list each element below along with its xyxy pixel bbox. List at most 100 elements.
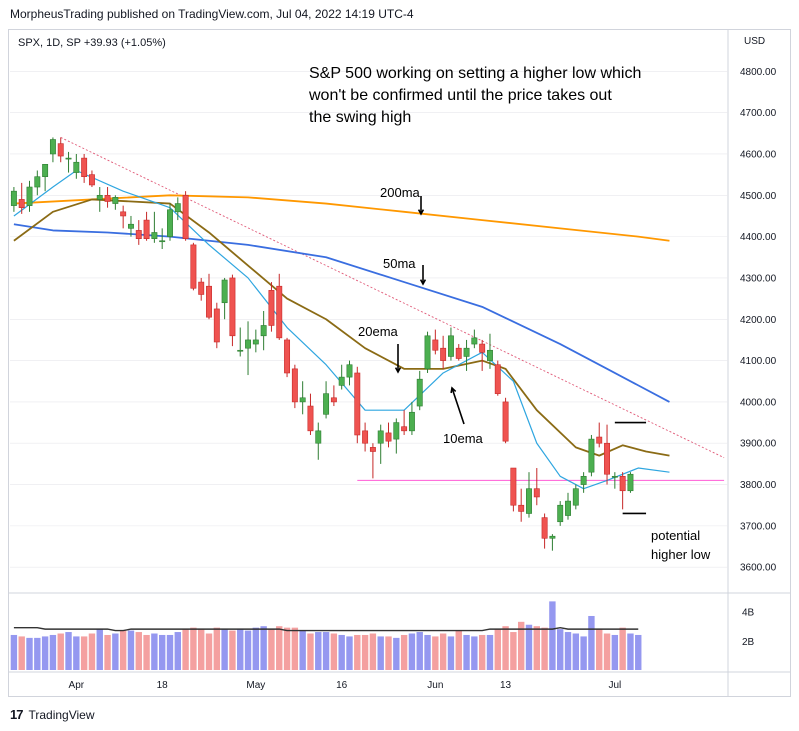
candle-body: [229, 277, 236, 337]
tradingview-logo-icon[interactable]: 17: [10, 707, 24, 722]
candle-body: [221, 279, 228, 304]
candle-body: [627, 473, 634, 492]
y-tick-label: 4100.00: [740, 356, 777, 367]
candle-body: [284, 339, 291, 374]
volume-bar: [229, 630, 236, 670]
candle-body: [34, 176, 41, 188]
y-tick-label: 4700.00: [740, 108, 777, 119]
candle-body: [619, 475, 626, 492]
candle-body: [338, 376, 345, 386]
y-tick-label: 4400.00: [740, 232, 777, 243]
volume-bar: [166, 634, 174, 670]
volume-bar: [463, 634, 470, 670]
volume-bar: [564, 632, 572, 670]
volume-bar: [533, 626, 540, 670]
x-tick-label: Jul: [608, 680, 621, 691]
candle-body: [447, 335, 454, 357]
candle-body: [440, 347, 447, 361]
candle-body: [354, 372, 361, 436]
y-tick-label: 4500.00: [740, 191, 777, 202]
volume-bar: [57, 633, 64, 670]
volume-bar: [96, 629, 103, 670]
volume-bar: [517, 621, 525, 670]
candle-body: [315, 430, 322, 444]
candle-body: [502, 401, 509, 442]
candle-body: [346, 364, 353, 378]
ma-line-10ema: [13, 169, 670, 490]
annotation-higher-low: higher low: [651, 547, 711, 562]
volume-bar: [198, 629, 205, 670]
candle-body: [42, 164, 49, 177]
volume-bar: [268, 629, 275, 670]
candle-body: [518, 504, 525, 512]
candle-body: [432, 339, 439, 351]
x-tick-label: Jun: [427, 680, 443, 691]
volume-bar: [330, 633, 338, 670]
volume-bar: [73, 636, 80, 670]
y-tick-label: 4300.00: [740, 273, 777, 284]
candle-body: [455, 347, 462, 359]
candle-body: [260, 325, 267, 337]
candle-body: [213, 308, 220, 343]
arrow-20ema-head: [394, 367, 402, 374]
volume-bar: [182, 629, 189, 670]
volume-bar: [635, 634, 642, 670]
y-tick-label: 4000.00: [740, 397, 777, 408]
arrow-10ema-head: [450, 386, 457, 394]
candle-body: [307, 405, 314, 432]
volume-bar: [369, 633, 377, 670]
volume-bar: [510, 632, 517, 670]
volume-bar: [322, 632, 330, 670]
volume-bar: [315, 632, 322, 670]
x-tick-label: 13: [500, 680, 512, 691]
candle-body: [557, 504, 564, 523]
volume-bar: [26, 637, 33, 670]
volume-bar: [18, 636, 25, 670]
candle-body: [526, 488, 532, 514]
candle-body: [206, 285, 212, 318]
volume-bar: [424, 634, 431, 670]
volume-bar: [549, 601, 556, 670]
price-chart[interactable]: USD 3600.00 3700.00 3800.00 3900.00 4000.00 41…: [0, 0, 799, 700]
ma-line-50ma: [13, 223, 670, 403]
x-tick-label: 16: [336, 680, 348, 691]
candle-body: [237, 349, 244, 352]
volume-bar: [471, 636, 478, 670]
downtrend-line: [60, 137, 725, 459]
candle-body: [572, 488, 579, 506]
candle-body: [588, 438, 595, 473]
footer-brand[interactable]: TradingView: [28, 707, 95, 722]
candle-body: [143, 219, 150, 239]
candle-body: [174, 203, 181, 213]
volume-bar: [151, 633, 158, 670]
candle-body: [159, 240, 166, 243]
volume-bar: [41, 636, 49, 670]
y-tick-label: 3600.00: [740, 563, 777, 574]
candle-body: [182, 194, 189, 239]
candle-body: [580, 475, 587, 485]
candle-body: [276, 285, 283, 339]
volume-bar: [432, 636, 439, 670]
volume-bar: [400, 634, 408, 670]
candle-body: [151, 232, 158, 239]
arrow-50ma-head: [419, 279, 427, 286]
candle-body: [471, 337, 478, 345]
candle-body: [377, 430, 384, 444]
arrow-200ma-head: [417, 209, 425, 216]
volume-bar: [252, 627, 260, 670]
candle-body: [362, 430, 369, 444]
y-tick-label: 3700.00: [740, 521, 777, 532]
candle-body: [494, 364, 501, 394]
y-tick-label: 4200.00: [740, 315, 777, 326]
volume-bar: [135, 632, 142, 670]
footer: 17 TradingView: [10, 707, 95, 722]
annotation-200ma: 200ma: [380, 185, 421, 200]
candle-body: [26, 186, 33, 206]
volume-bar: [260, 626, 267, 670]
volume-bar: [619, 627, 626, 670]
volume-bar: [447, 636, 455, 670]
annotation-higher-low: potential: [651, 528, 700, 543]
candle-body: [369, 447, 376, 452]
volume-bar: [174, 632, 181, 670]
x-tick-label: May: [246, 680, 265, 691]
